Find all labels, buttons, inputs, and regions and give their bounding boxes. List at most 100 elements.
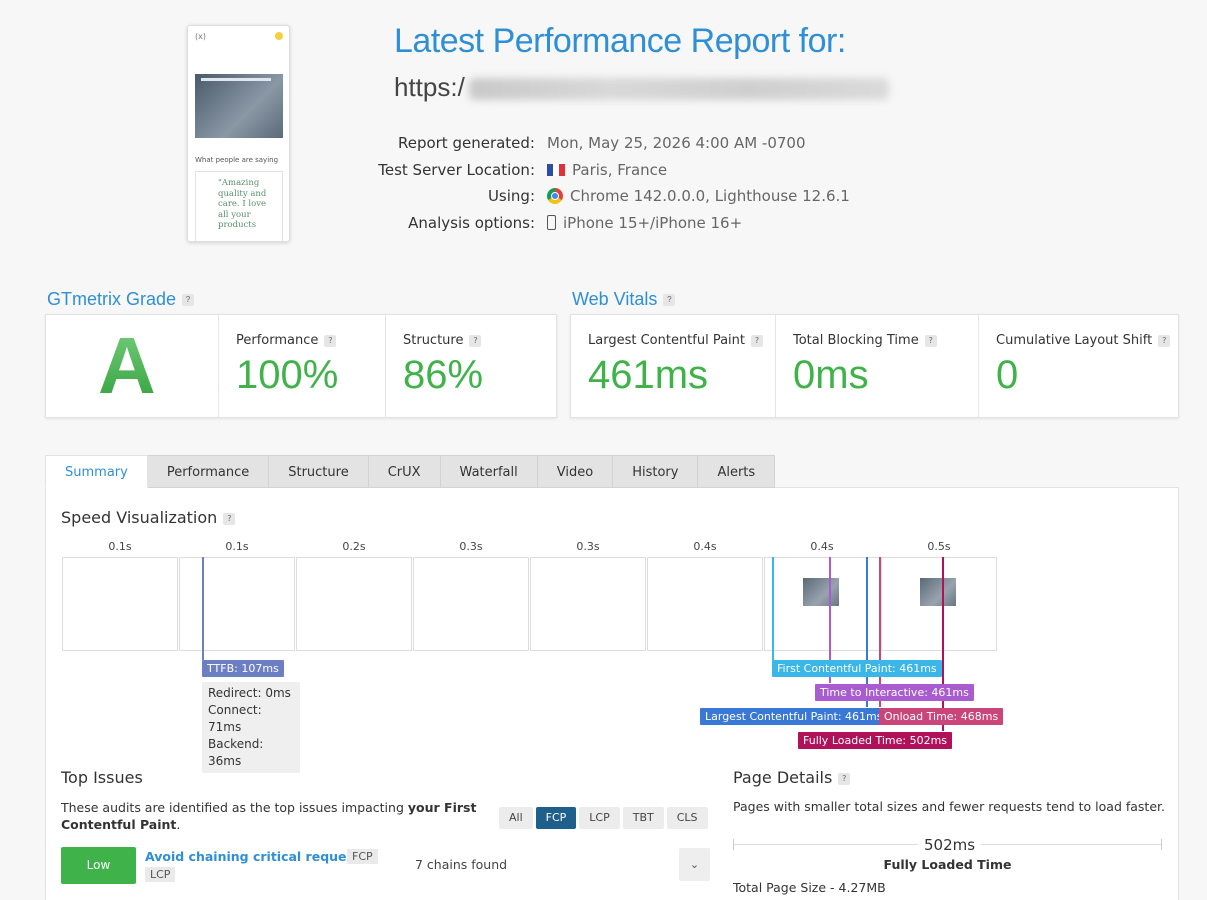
help-icon[interactable]: ? bbox=[838, 772, 851, 785]
meta-value: Mon, May 25, 2026 4:00 AM -0700 bbox=[547, 134, 806, 153]
filter-fcp-button[interactable]: FCP bbox=[535, 807, 577, 829]
help-icon[interactable]: ? bbox=[182, 294, 195, 307]
meta-row-generated: Report generated: Mon, May 25, 2026 4:00… bbox=[340, 130, 900, 157]
structure-cell: Structure? 86% bbox=[386, 315, 558, 417]
frame-time: 0.2s bbox=[342, 540, 366, 553]
issue-title-link[interactable]: Avoid chaining critical requests bbox=[145, 849, 368, 864]
tab-video[interactable]: Video bbox=[537, 455, 614, 488]
onload-marker-line bbox=[879, 557, 881, 707]
filmstrip-frame[interactable] bbox=[413, 557, 529, 651]
help-icon[interactable]: ? bbox=[223, 512, 236, 525]
thumbnail-quote: "Amazing quality and care. I love all yo… bbox=[195, 171, 283, 241]
frame-preview-image bbox=[803, 578, 839, 606]
phone-icon bbox=[547, 215, 556, 231]
issue-tag-lcp: LCP bbox=[145, 867, 176, 882]
page-details-heading: Page Details? bbox=[733, 768, 851, 787]
help-icon[interactable]: ? bbox=[924, 334, 937, 347]
speed-visualization-heading: Speed Visualization? bbox=[61, 508, 236, 527]
filter-all-button[interactable]: All bbox=[499, 807, 533, 829]
connect-time: Connect: 71ms bbox=[208, 703, 262, 734]
lcp-cell: Largest Contentful Paint? 461ms bbox=[571, 315, 776, 417]
tbt-label: Total Blocking Time? bbox=[793, 333, 937, 348]
help-icon[interactable]: ? bbox=[469, 334, 482, 347]
tab-alerts[interactable]: Alerts bbox=[698, 455, 776, 488]
meta-label: Test Server Location: bbox=[378, 160, 535, 179]
filter-cls-button[interactable]: CLS bbox=[666, 807, 708, 829]
tti-marker-line bbox=[829, 557, 831, 683]
issue-detail: 7 chains found bbox=[415, 857, 508, 872]
web-vitals-heading: Web Vitals? bbox=[572, 289, 676, 310]
filmstrip-frame[interactable] bbox=[62, 557, 178, 651]
france-flag-icon bbox=[547, 163, 565, 176]
grade-letter: A bbox=[98, 321, 156, 410]
tab-history[interactable]: History bbox=[613, 455, 699, 488]
fcp-tag: First Contentful Paint: 461ms bbox=[772, 660, 942, 677]
issue-tag-fcp: FCP bbox=[347, 849, 378, 864]
grade-cell: A bbox=[46, 315, 219, 417]
tbt-cell: Total Blocking Time? 0ms bbox=[776, 315, 979, 417]
page-details-description: Pages with smaller total sizes and fewer… bbox=[733, 799, 1165, 814]
filmstrip-frame[interactable] bbox=[881, 557, 997, 651]
help-icon[interactable]: ? bbox=[1158, 334, 1171, 347]
filmstrip-frame[interactable] bbox=[530, 557, 646, 651]
help-icon[interactable]: ? bbox=[324, 334, 337, 347]
tti-tag: Time to Interactive: 461ms bbox=[815, 684, 974, 701]
filter-lcp-button[interactable]: LCP bbox=[579, 807, 620, 829]
report-url-redacted bbox=[468, 78, 889, 101]
total-page-size: Total Page Size - 4.27MB bbox=[733, 880, 886, 895]
web-vitals-card: Largest Contentful Paint? 461ms Total Bl… bbox=[570, 314, 1179, 418]
tab-summary[interactable]: Summary bbox=[45, 455, 148, 488]
filter-tbt-button[interactable]: TBT bbox=[622, 807, 664, 829]
chrome-icon bbox=[547, 188, 563, 205]
report-url[interactable]: https:/ bbox=[394, 72, 889, 103]
cls-cell: Cumulative Layout Shift? 0 bbox=[979, 315, 1180, 417]
filmstrip-frame[interactable] bbox=[764, 557, 880, 651]
filmstrip-frame[interactable] bbox=[179, 557, 295, 651]
tab-performance[interactable]: Performance bbox=[147, 455, 270, 488]
meta-label: Analysis options: bbox=[408, 213, 535, 232]
tab-crux[interactable]: CrUX bbox=[368, 455, 441, 488]
help-icon[interactable]: ? bbox=[663, 294, 676, 307]
meta-label: Report generated: bbox=[397, 134, 535, 153]
frame-time: 0.4s bbox=[693, 540, 717, 553]
meta-value: Paris, France bbox=[547, 161, 667, 179]
frame-time: 0.3s bbox=[459, 540, 483, 553]
thumbnail-section-heading: What people are saying bbox=[195, 156, 279, 164]
tbt-value: 0ms bbox=[793, 353, 869, 397]
gtmetrix-grade-card: A Performance? 100% Structure? 86% bbox=[45, 314, 557, 418]
filmstrip-frame[interactable] bbox=[647, 557, 763, 651]
frame-preview-image bbox=[920, 578, 956, 606]
ttfb-marker-line bbox=[202, 557, 204, 660]
filmstrip-frame[interactable] bbox=[296, 557, 412, 651]
severity-badge: Low bbox=[61, 847, 136, 884]
meta-row-location: Test Server Location: Paris, France bbox=[340, 157, 900, 184]
fully-loaded-value: 502ms bbox=[918, 836, 982, 854]
help-icon[interactable]: ? bbox=[751, 334, 764, 347]
lcp-tag: Largest Contentful Paint: 461ms bbox=[700, 708, 888, 725]
tab-waterfall[interactable]: Waterfall bbox=[440, 455, 538, 488]
report-title: Latest Performance Report for: bbox=[394, 22, 846, 60]
lcp-label: Largest Contentful Paint? bbox=[588, 333, 764, 348]
performance-label: Performance? bbox=[236, 333, 337, 348]
thumbnail-dot-icon bbox=[275, 32, 283, 40]
frame-time: 0.3s bbox=[576, 540, 600, 553]
redirect-time: Redirect: 0ms bbox=[208, 686, 291, 700]
structure-label: Structure? bbox=[403, 333, 482, 348]
frame-time: 0.1s bbox=[108, 540, 132, 553]
meta-label: Using: bbox=[487, 187, 535, 206]
top-issues-description: These audits are identified as the top i… bbox=[61, 800, 477, 832]
issue-filter-group: All FCP LCP TBT CLS bbox=[499, 807, 708, 829]
fully-loaded-marker-line bbox=[942, 557, 944, 731]
gtmetrix-grade-heading: GTmetrix Grade? bbox=[47, 289, 195, 310]
cls-value: 0 bbox=[996, 353, 1019, 397]
report-url-prefix: https:/ bbox=[394, 72, 465, 102]
page-screenshot-thumbnail[interactable]: (x) What people are saying "Amazing qual… bbox=[187, 25, 290, 242]
chevron-down-icon[interactable]: ⌄ bbox=[679, 848, 710, 881]
lcp-value: 461ms bbox=[588, 353, 709, 397]
meta-row-using: Using: Chrome 142.0.0.0, Lighthouse 12.6… bbox=[340, 183, 900, 210]
structure-value: 86% bbox=[403, 353, 484, 397]
performance-value: 100% bbox=[236, 353, 339, 397]
report-meta: Report generated: Mon, May 25, 2026 4:00… bbox=[340, 130, 900, 236]
tab-structure[interactable]: Structure bbox=[269, 455, 369, 488]
